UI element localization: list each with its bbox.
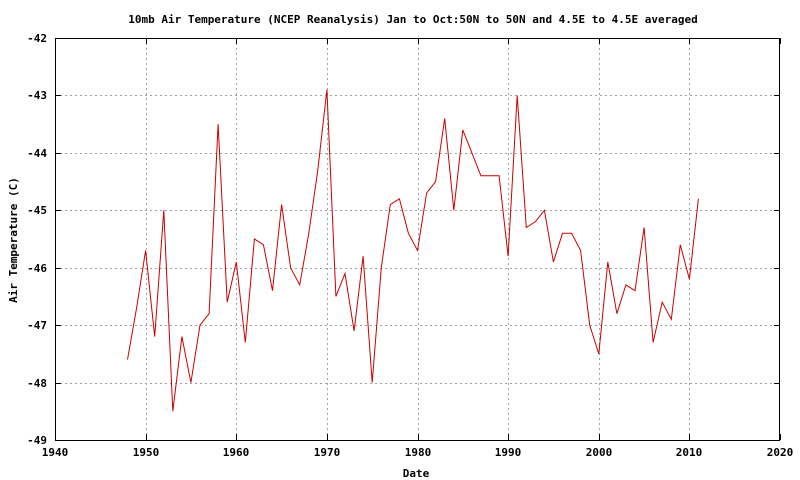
- y-axis: -42 -43 -44 -45 -46 -47 -48 -49: [27, 32, 780, 447]
- grid: [55, 38, 780, 440]
- series-line: [127, 89, 699, 412]
- y-tick-label: -42: [27, 32, 47, 45]
- x-tick-label: 1950: [133, 446, 160, 459]
- y-tick-label: -44: [27, 147, 47, 160]
- x-tick-label: 1940: [42, 446, 69, 459]
- x-tick-label: 1960: [223, 446, 250, 459]
- y-axis-label: Air Temperature (C): [7, 177, 20, 303]
- x-axis: 1940 1950 1960 1970 1980 1990 2000 2010 2020: [42, 38, 794, 459]
- chart-title: 10mb Air Temperature (NCEP Reanalysis) J…: [128, 13, 698, 26]
- x-axis-label: Date: [403, 467, 430, 480]
- x-tick-label: 1990: [495, 446, 522, 459]
- plot-frame: [55, 38, 780, 441]
- y-tick-label: -45: [27, 204, 47, 217]
- y-tick-label: -46: [27, 262, 47, 275]
- series-layer: [127, 89, 699, 412]
- y-tick-label: -47: [27, 319, 47, 332]
- x-tick-label: 2000: [586, 446, 613, 459]
- x-tick-label: 2010: [676, 446, 703, 459]
- x-tick-label: 1980: [405, 446, 432, 459]
- y-tick-label: -49: [27, 434, 47, 447]
- x-tick-label: 1970: [314, 446, 341, 459]
- y-tick-label: -43: [27, 89, 47, 102]
- x-tick-label: 2020: [767, 446, 794, 459]
- y-tick-label: -48: [27, 377, 47, 390]
